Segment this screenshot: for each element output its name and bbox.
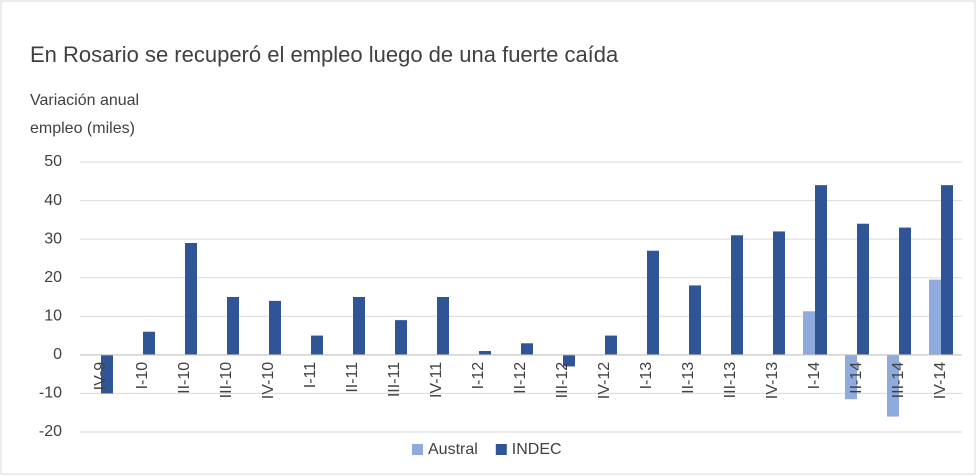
bar <box>647 250 659 355</box>
x-tick-label: IV-13 <box>764 362 781 399</box>
x-tick-label: II-14 <box>848 362 865 394</box>
bar <box>941 185 953 355</box>
bar <box>101 354 113 394</box>
x-tick-label: IV-12 <box>596 362 613 399</box>
bar <box>731 235 743 355</box>
legend-label: Austral <box>428 441 478 458</box>
bar <box>803 311 815 355</box>
bar <box>185 243 197 355</box>
y-tick-label: 10 <box>44 308 62 325</box>
bar <box>899 227 911 355</box>
bar <box>521 343 533 355</box>
y-axis-label: Variación anual <box>30 92 139 109</box>
x-tick-label: IV-10 <box>260 362 277 399</box>
y-tick-label: 30 <box>44 230 62 247</box>
y-tick-label: 0 <box>53 346 62 363</box>
bar <box>773 231 785 355</box>
bar <box>269 300 281 355</box>
bar <box>311 335 323 355</box>
y-tick-label: 40 <box>44 192 62 209</box>
legend-swatch <box>412 444 423 455</box>
legend-swatch <box>495 444 507 455</box>
bar <box>605 335 617 355</box>
x-tick-label: IV-9 <box>92 362 109 391</box>
x-tick-label: III-10 <box>218 362 235 399</box>
x-tick-label: II-13 <box>680 362 697 394</box>
x-tick-label: III-14 <box>890 362 907 399</box>
y-tick-label: 20 <box>44 269 62 286</box>
y-axis-label: empleo (miles) <box>30 120 135 137</box>
x-tick-label: II-11 <box>344 362 361 393</box>
bar <box>887 354 899 417</box>
y-tick-label: 50 <box>44 153 62 170</box>
x-tick-label: II-12 <box>512 362 529 394</box>
bar <box>437 297 449 355</box>
bar <box>353 297 365 355</box>
chart-title: En Rosario se recuperó el empleo luego d… <box>30 42 619 67</box>
bar <box>845 354 857 400</box>
x-tick-label: IV-11 <box>428 362 445 398</box>
x-tick-label: IV-14 <box>932 362 949 399</box>
x-tick-label: II-10 <box>176 362 193 394</box>
bar <box>395 320 407 355</box>
bar <box>563 354 575 367</box>
x-tick-label: III-13 <box>722 362 739 399</box>
x-tick-label: I-13 <box>638 362 655 390</box>
x-tick-label: I-14 <box>806 362 823 390</box>
bar <box>929 279 941 355</box>
bar <box>815 185 827 355</box>
x-tick-label: I-12 <box>470 362 487 390</box>
y-tick-label: -20 <box>39 423 62 440</box>
x-tick-label: III-12 <box>554 362 571 399</box>
bar <box>857 223 869 355</box>
x-tick-label: III-11 <box>386 362 403 397</box>
bar <box>479 351 491 355</box>
x-tick-label: I-11 <box>302 362 319 388</box>
x-tick-label: I-10 <box>134 362 151 390</box>
legend-label: INDEC <box>512 441 562 458</box>
bar <box>689 285 701 355</box>
y-tick-label: -10 <box>39 385 62 402</box>
bar <box>143 331 155 355</box>
bar <box>227 297 239 355</box>
